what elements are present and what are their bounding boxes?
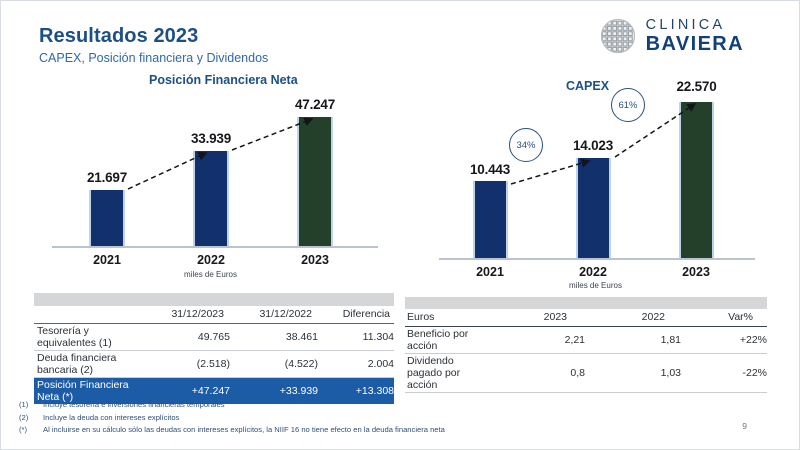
header-cell-2022: 31/12/2022 [230, 306, 318, 324]
cat-label-2021: 2021 [93, 253, 121, 267]
table-total-row: Posición Financiera Neta (*) +47.247 +33… [34, 377, 394, 404]
row-tesoreria-dif: 11.304 [318, 323, 394, 351]
page-subtitle: CAPEX, Posición financiera y Dividendos [39, 51, 269, 65]
table-gray-band [405, 297, 767, 309]
cat-label-2022: 2022 [197, 253, 225, 267]
footnote-1-text: Incluye tesorería e inversiones financie… [43, 400, 225, 409]
bar-2022 [193, 151, 229, 246]
total-2023: +47.247 [142, 377, 230, 404]
growth-badge-61: 61% [611, 88, 645, 122]
chart-left-axis [52, 246, 378, 248]
table-row: Tesorería y equivalentes (1) 49.765 38.4… [34, 323, 394, 351]
page-number: 9 [742, 421, 747, 431]
chart-left-units: miles de Euros [184, 270, 237, 279]
bar-value-2021: 21.697 [86, 170, 128, 185]
footnote-1: (1) Incluye tesorería e inversiones fina… [19, 399, 445, 412]
table-header-row: Euros 2023 2022 Var% [405, 309, 767, 327]
chart-capex: CAPEX 10.443 14.023 22.570 34% 61% 2021 … [431, 73, 771, 290]
table-row: Dividendo pagado por acción 0,8 1,03 -22… [405, 353, 767, 393]
table-posicion-financiera: 31/12/2023 31/12/2022 Diferencia Tesorer… [34, 293, 394, 404]
logo-line-1: CLINICA [645, 16, 726, 33]
capex-bar-2023 [679, 102, 714, 258]
footnotes: (1) Incluye tesorería e inversiones fina… [19, 399, 445, 437]
total-2022: +33.939 [230, 377, 318, 404]
logo-line-2: BAVIERA [645, 33, 744, 56]
row-label-dividendo: Dividendo pagado por acción [405, 353, 487, 393]
growth-badge-34: 34% [509, 128, 543, 162]
row-tesoreria-2023: 49.765 [142, 323, 230, 351]
capex-cat-2021: 2021 [476, 265, 504, 279]
footnote-2: (2) Incluye la deuda con intereses explí… [19, 412, 445, 425]
chart-right-trend-arrows [510, 103, 697, 185]
capex-value-2023: 22.570 [676, 79, 717, 94]
footnote-3: (*) Al incluirse en su cálculo sólo las … [19, 424, 445, 437]
page-title: Resultados 2023 [39, 25, 199, 47]
footnote-1-marker: (1) [19, 400, 29, 409]
table-row: Deuda financiera bancaria (2) (2.518) (4… [34, 350, 394, 378]
capex-cat-2023: 2023 [682, 265, 710, 279]
brand-logo: CLINICA BAVIERA [599, 17, 744, 55]
table-row: Beneficio por acción 2,21 1,81 +22% [405, 326, 767, 354]
capex-value-2021: 10.443 [469, 162, 511, 177]
header-cell-diferencia: Diferencia [318, 306, 394, 324]
capex-bar-2022 [576, 158, 611, 258]
chart-right-units: miles de Euros [569, 281, 622, 290]
row-dividendo-2022: 1,03 [585, 353, 681, 393]
header-cell-2022: 2022 [585, 309, 681, 327]
footnote-3-marker: (*) [19, 425, 28, 435]
row-label-tesoreria: Tesorería y equivalentes (1) [34, 323, 142, 351]
row-beneficio-var: +22% [681, 326, 767, 354]
header-cell-2023: 31/12/2023 [142, 306, 230, 324]
chart-posicion-financiera-neta: Posición Financiera Neta 21.697 33.939 4… [34, 73, 396, 279]
total-dif: +13.308 [318, 377, 394, 404]
row-tesoreria-2022: 38.461 [230, 323, 318, 351]
table-header-row: 31/12/2023 31/12/2022 Diferencia [34, 306, 394, 324]
total-label: Posición Financiera Neta (*) [34, 377, 142, 404]
row-dividendo-var: -22% [681, 353, 767, 393]
row-deuda-2023: (2.518) [142, 350, 230, 378]
chart-left-title: Posición Financiera Neta [149, 73, 298, 87]
row-beneficio-2022: 1,81 [585, 326, 681, 354]
clinica-baviera-sphere-icon [600, 18, 635, 54]
chart-left-trend-arrows [127, 117, 314, 190]
table-gray-band [34, 293, 394, 306]
capex-bar-2021 [473, 181, 508, 258]
bar-value-2023: 47.247 [294, 97, 336, 112]
row-dividendo-2023: 0,8 [487, 353, 585, 393]
bar-value-2022: 33.939 [190, 131, 232, 146]
header-cell-euros: Euros [405, 309, 487, 327]
bar-2021 [89, 190, 125, 246]
footnote-2-text: Incluye la deuda con intereses explícito… [43, 412, 180, 422]
header-cell-var: Var% [681, 309, 767, 327]
footnote-2-marker: (2) [19, 412, 29, 422]
cat-label-2023: 2023 [301, 253, 329, 267]
table-euros-por-accion: Euros 2023 2022 Var% Beneficio por acció… [405, 297, 767, 393]
bar-2023 [297, 117, 333, 246]
chart-right-axis [439, 258, 755, 260]
row-label-deuda: Deuda financiera bancaria (2) [34, 350, 142, 378]
row-label-beneficio: Beneficio por acción [405, 326, 487, 354]
row-deuda-dif: 2.004 [318, 350, 394, 378]
row-deuda-2022: (4.522) [230, 350, 318, 378]
header-cell-2023: 2023 [487, 309, 585, 327]
capex-value-2022: 14.023 [572, 138, 614, 153]
row-beneficio-2023: 2,21 [487, 326, 585, 354]
chart-right-title: CAPEX [566, 79, 610, 93]
footnote-3-text: Al incluirse en su cálculo sólo las deud… [43, 425, 445, 435]
header-cell-blank [34, 306, 142, 324]
capex-cat-2022: 2022 [579, 265, 607, 279]
